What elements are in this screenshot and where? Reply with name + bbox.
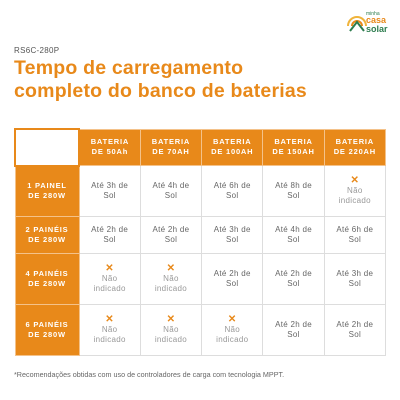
x-icon: ✕ xyxy=(105,313,114,325)
cell: Até 2h de Sol xyxy=(262,252,325,305)
cell: Até 8h de Sol xyxy=(262,165,325,218)
cell: ✕ Não indicado xyxy=(323,165,387,218)
cell: Até 3h de Sol xyxy=(323,252,387,305)
cell: ✕ Não indicado xyxy=(139,252,203,305)
table: BATERIA DE 50Ah BATERIA DE 70AH BATERIA DE… xyxy=(14,128,387,357)
product-code: RS6C-280P xyxy=(14,46,60,55)
row-header: 1 PAINEL DE 280W xyxy=(14,165,80,218)
column-header: BATERIA DE 220AH xyxy=(323,128,387,167)
cell: Até 6h de Sol xyxy=(323,216,387,254)
corner-cell xyxy=(14,128,80,167)
logo-text: casa xyxy=(366,15,387,25)
x-icon: ✕ xyxy=(166,262,176,274)
column-header: BATERIA DE 70AH xyxy=(139,128,203,167)
x-icon: ✕ xyxy=(166,313,176,325)
cell: Até 2h de Sol xyxy=(201,252,264,305)
logo-icon xyxy=(347,16,367,32)
cell: Até 2h de Sol xyxy=(139,216,203,254)
cell-text: Não indicado xyxy=(93,324,126,344)
x-icon: ✕ xyxy=(350,175,360,187)
cell: Até 3h de Sol xyxy=(201,216,264,254)
footnote: *Recomendações obtidas com uso de contro… xyxy=(14,370,285,379)
cell: ✕ Não indicado xyxy=(78,252,141,305)
column-header: BATERIA DE 100AH xyxy=(201,128,264,167)
x-icon: ✕ xyxy=(105,262,114,274)
cell: ✕ Não indicado xyxy=(78,303,141,357)
column-header: BATERIA DE 50Ah xyxy=(78,128,141,167)
cell: Até 2h de Sol xyxy=(78,216,141,254)
table-row: 2 PAINÉIS DE 280W Até 2h de Sol Até 2h de … xyxy=(14,216,387,254)
table-row: 6 PAINÉIS DE 280W ✕ Não indicado ✕ Não indic… xyxy=(14,303,387,357)
cell: Até 4h de Sol xyxy=(139,165,203,218)
cell-text: Não indicado xyxy=(154,324,188,344)
cell-text: Não indicado xyxy=(216,324,249,344)
table-row: 4 PAINÉIS DE 280W ✕ Não indicado ✕ Não indic… xyxy=(14,252,387,305)
cell: ✕ Não indicado xyxy=(139,303,203,357)
cell: Até 4h de Sol xyxy=(262,216,325,254)
x-icon: ✕ xyxy=(227,313,237,325)
cell-text: Não indicado xyxy=(154,273,188,293)
title-line: Tempo de carregamento xyxy=(14,57,244,79)
table-row: 1 PAINEL DE 280W Até 3h de Sol Até 4h de S… xyxy=(14,165,387,218)
cell-text: Não indicado xyxy=(93,273,126,293)
cell-text: Não indicado xyxy=(338,186,371,206)
logo-text: solar xyxy=(366,24,388,34)
logo: minha casa solar xyxy=(346,8,396,34)
logo-text: minha xyxy=(366,11,380,17)
cell: Até 2h de Sol xyxy=(323,303,387,357)
cell: ✕ Não indicado xyxy=(201,303,264,357)
row-header: 6 PAINÉIS DE 280W xyxy=(14,303,80,357)
row-header: 4 PAINÉIS DE 280W xyxy=(14,252,80,305)
cell: Até 3h de Sol xyxy=(78,165,141,218)
header-row: BATERIA DE 50Ah BATERIA DE 70AH BATERIA DE… xyxy=(14,128,387,167)
cell: Até 2h de Sol xyxy=(262,303,325,357)
cell: Até 6h de Sol xyxy=(201,165,264,218)
title-line: completo do banco de baterias xyxy=(14,80,307,102)
column-header: BATERIA DE 150AH xyxy=(262,128,325,167)
row-header: 2 PAINÉIS DE 280W xyxy=(14,216,80,254)
title: Tempo de carregamento completo do banco … xyxy=(14,57,307,103)
